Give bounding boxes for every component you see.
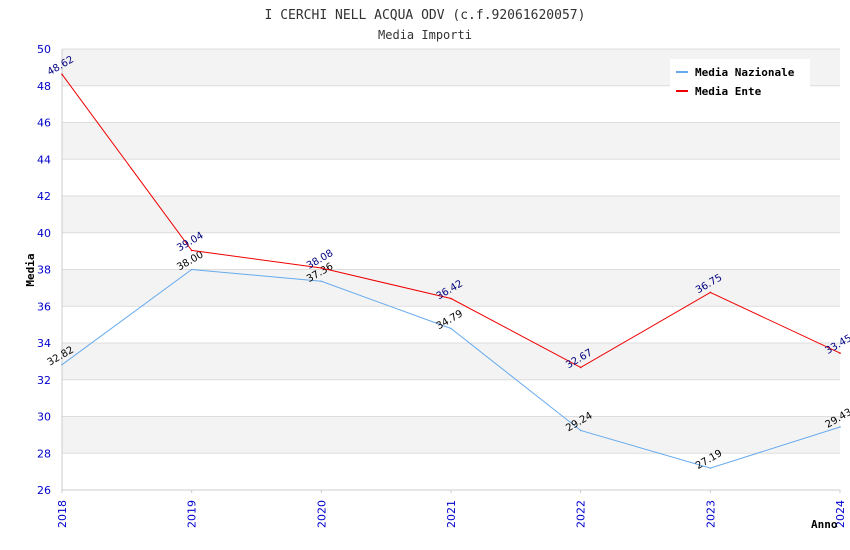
y-tick-label: 46 — [37, 117, 51, 130]
x-tick-label: 2024 — [834, 500, 847, 528]
y-tick-label: 44 — [37, 153, 51, 166]
x-tick-label: 2023 — [704, 500, 717, 528]
y-tick-label: 38 — [37, 264, 51, 277]
grid-band — [62, 122, 840, 160]
x-tick-label: 2022 — [575, 500, 588, 528]
x-tick-label: 2021 — [445, 500, 458, 528]
data-point — [61, 363, 63, 366]
x-axis-ticks: 2018 2019 2020 2021 2022 2023 2024 — [56, 490, 847, 528]
legend-box — [670, 59, 810, 101]
x-tick-label: 2018 — [56, 500, 69, 528]
y-tick-label: 48 — [37, 80, 51, 93]
y-tick-label: 32 — [37, 374, 51, 387]
data-point — [450, 297, 452, 300]
y-tick-label: 34 — [37, 337, 51, 350]
data-point — [61, 73, 63, 76]
grid-band — [62, 196, 840, 233]
data-point — [579, 429, 582, 432]
data-point — [709, 291, 712, 294]
chart-title: I CERCHI NELL ACQUA ODV (c.f.92061620057… — [265, 8, 586, 23]
y-axis-ticks: 26 28 30 32 34 36 38 40 42 44 46 48 50 — [37, 43, 51, 497]
chart-subtitle: Media Importi — [378, 28, 472, 42]
y-tick-label: 36 — [37, 300, 51, 313]
data-point — [839, 426, 841, 428]
grid-band — [62, 343, 840, 380]
data-point — [579, 366, 582, 369]
x-tick-label: 2020 — [315, 500, 328, 528]
grid-band — [62, 416, 840, 454]
data-point — [190, 249, 193, 252]
data-point — [450, 327, 452, 330]
y-tick-label: 50 — [37, 43, 51, 56]
legend: Media Nazionale Media Ente — [670, 59, 810, 101]
data-point — [320, 267, 323, 269]
y-axis-label: Media — [24, 253, 37, 286]
y-tick-label: 30 — [37, 411, 51, 424]
data-label: 34.79 — [435, 308, 465, 332]
x-tick-label: 2019 — [186, 500, 199, 528]
legend-entry: Media Nazionale — [695, 66, 795, 79]
y-tick-label: 28 — [37, 447, 51, 460]
legend-entry: Media Ente — [695, 85, 762, 98]
data-point — [190, 268, 193, 271]
y-tick-label: 42 — [37, 190, 51, 203]
data-point — [839, 352, 841, 354]
grid-band — [62, 269, 840, 307]
y-tick-label: 26 — [37, 484, 51, 497]
y-tick-label: 40 — [37, 227, 51, 240]
data-point — [320, 280, 323, 283]
x-axis-label: Anno — [811, 518, 838, 531]
data-point — [709, 467, 712, 469]
